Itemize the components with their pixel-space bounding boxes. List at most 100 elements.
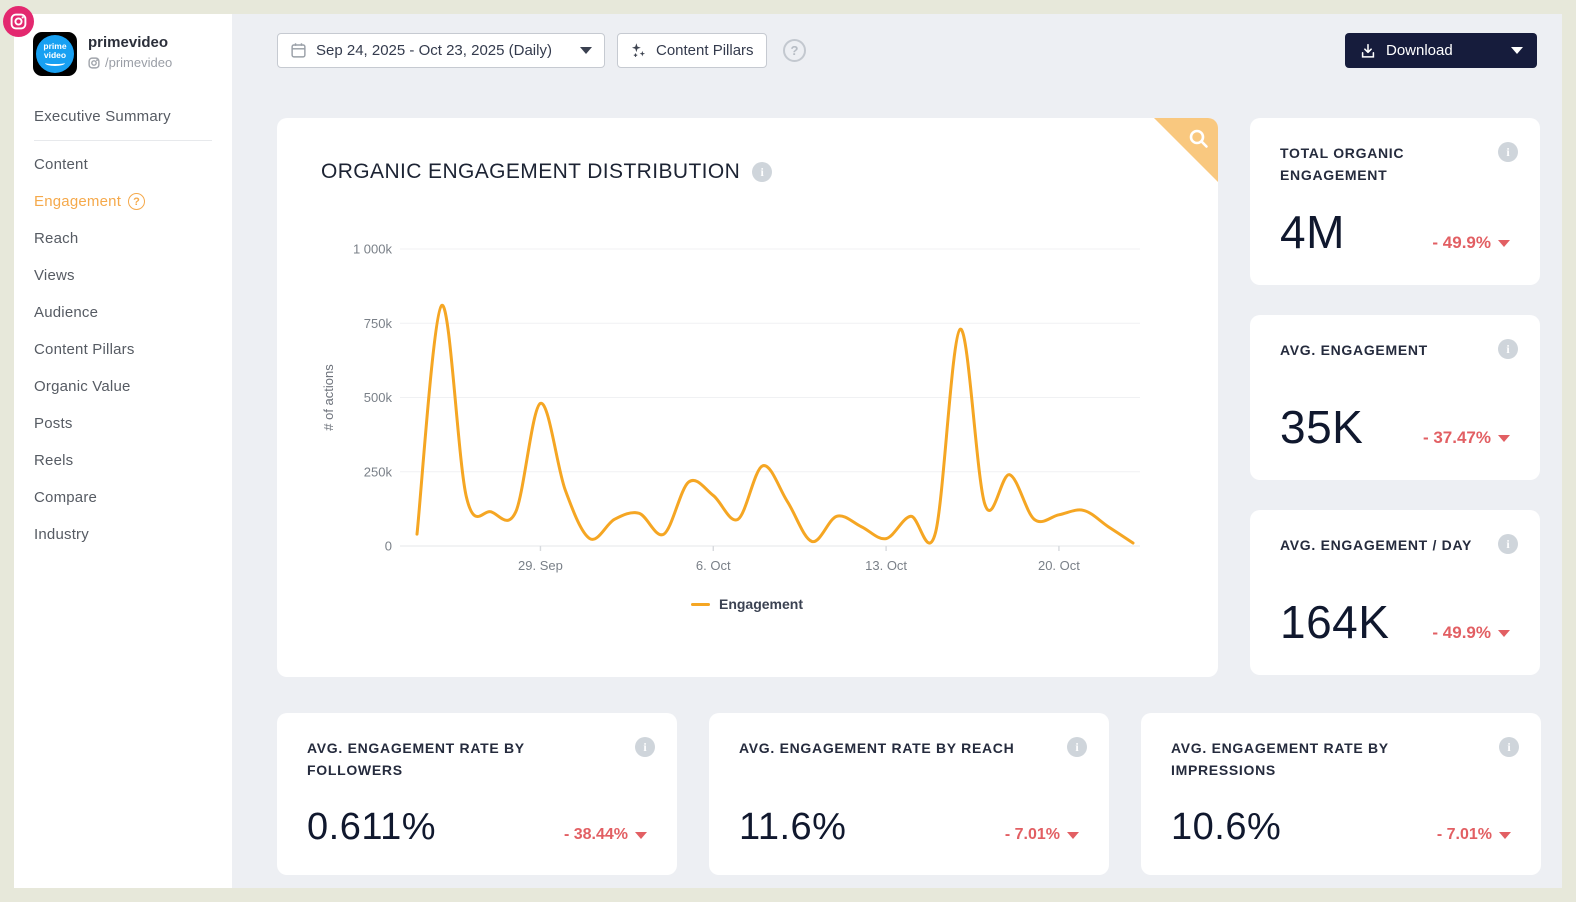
trend-down-icon xyxy=(1499,831,1511,839)
kpi-value: 11.6% xyxy=(739,806,847,848)
kpi-card-engagement-rate-by-followers: AVG. ENGAGEMENT RATE BY FOLLOWERS 0.611%… xyxy=(277,713,677,875)
nav-divider xyxy=(34,140,212,141)
kpi-change: - 37.47% xyxy=(1423,428,1510,448)
kpi-value: 4M xyxy=(1280,206,1345,258)
date-range-label: Sep 24, 2025 - Oct 23, 2025 (Daily) xyxy=(316,42,552,59)
download-label: Download xyxy=(1386,42,1453,59)
kpi-change: - 49.9% xyxy=(1432,623,1510,643)
profile-block[interactable]: prime video primevideo xyxy=(3,6,232,80)
profile-handle: /primevideo xyxy=(105,55,173,70)
sidebar-item-compare[interactable]: Compare xyxy=(14,479,232,516)
kpi-card-engagement-rate-by-reach: AVG. ENGAGEMENT RATE BY REACH 11.6% - 7.… xyxy=(709,713,1109,875)
info-icon[interactable] xyxy=(1499,737,1519,757)
chevron-down-icon xyxy=(580,47,592,54)
sidebar-item-label: Reels xyxy=(34,452,74,469)
sidebar-item-executive-summary[interactable]: Executive Summary xyxy=(14,98,232,135)
expand-chart-ribbon[interactable] xyxy=(1154,118,1218,182)
help-icon[interactable] xyxy=(128,193,146,210)
chevron-down-icon xyxy=(1511,47,1523,54)
svg-text:6. Oct: 6. Oct xyxy=(696,558,731,573)
sidebar-item-engagement[interactable]: Engagement xyxy=(14,183,232,220)
magnifier-icon xyxy=(1189,129,1208,148)
info-icon[interactable] xyxy=(1067,737,1087,757)
kpi-card-avg-engagement-per-day: AVG. ENGAGEMENT / DAY 164K - 49.9% xyxy=(1250,510,1540,675)
svg-text:0: 0 xyxy=(385,539,392,554)
legend-label: Engagement xyxy=(718,596,803,612)
info-icon[interactable] xyxy=(635,737,655,757)
profile-name: primevideo xyxy=(88,34,169,51)
info-icon[interactable] xyxy=(752,162,773,182)
sidebar-item-label: Views xyxy=(34,267,75,284)
avatar-text-line1: prime xyxy=(43,41,67,51)
legend-line-swatch xyxy=(690,602,710,606)
sidebar-item-content-pillars[interactable]: Content Pillars xyxy=(14,331,232,368)
help-icon[interactable] xyxy=(783,39,806,62)
kpi-card-avg-engagement: AVG. ENGAGEMENT 35K - 37.47% xyxy=(1250,315,1540,480)
sidebar-item-label: Reach xyxy=(34,230,79,247)
kpi-card-engagement-rate-by-impressions: AVG. ENGAGEMENT RATE BY IMPRESSIONS 10.6… xyxy=(1141,713,1541,875)
sidebar-item-label: Audience xyxy=(34,304,99,321)
sidebar-item-posts[interactable]: Posts xyxy=(14,405,232,442)
trend-down-icon xyxy=(1498,239,1510,247)
kpi-change: - 49.9% xyxy=(1432,233,1510,253)
sidebar-item-industry[interactable]: Industry xyxy=(14,516,232,553)
content-pillars-label: Content Pillars xyxy=(656,42,754,59)
kpi-change: - 7.01% xyxy=(1005,826,1079,844)
trend-down-icon xyxy=(1498,629,1510,637)
chart-legend[interactable]: Engagement xyxy=(297,596,1197,612)
avatar: prime video xyxy=(33,32,77,76)
kpi-title: AVG. ENGAGEMENT RATE BY REACH xyxy=(739,740,1015,756)
kpi-value: 35K xyxy=(1280,401,1364,453)
sidebar-item-views[interactable]: Views xyxy=(14,257,232,294)
instagram-icon xyxy=(88,56,100,69)
organic-engagement-distribution-card: ORGANIC ENGAGEMENT DISTRIBUTION 0 250k 500… xyxy=(277,118,1218,677)
sidebar-item-label: Content Pillars xyxy=(34,341,135,358)
sidebar-item-label: Executive Summary xyxy=(34,108,171,125)
svg-text:750k: 750k xyxy=(364,316,393,331)
svg-text:29. Sep: 29. Sep xyxy=(518,558,563,573)
svg-text:500k: 500k xyxy=(364,390,393,405)
info-icon[interactable] xyxy=(1498,142,1518,162)
sidebar-item-label: Industry xyxy=(34,526,89,543)
sidebar-item-label: Organic Value xyxy=(34,378,131,395)
chart-title: ORGANIC ENGAGEMENT DISTRIBUTION xyxy=(321,160,741,183)
kpi-title: TOTAL ORGANIC ENGAGEMENT xyxy=(1280,145,1405,184)
svg-text:250k: 250k xyxy=(364,464,393,479)
kpi-title: AVG. ENGAGEMENT RATE BY FOLLOWERS xyxy=(307,740,525,779)
main-content: Sep 24, 2025 - Oct 23, 2025 (Daily) Cont… xyxy=(232,14,1562,888)
sidebar-item-label: Content xyxy=(34,156,88,173)
sidebar-item-content[interactable]: Content xyxy=(14,146,232,183)
info-icon[interactable] xyxy=(1498,339,1518,359)
kpi-value: 10.6% xyxy=(1171,806,1282,848)
sidebar-item-reach[interactable]: Reach xyxy=(14,220,232,257)
sidebar-item-label: Engagement xyxy=(34,193,122,210)
engagement-series-line xyxy=(415,303,1135,545)
sidebar-item-label: Compare xyxy=(34,489,98,506)
sidebar-item-label: Posts xyxy=(34,415,73,432)
date-range-picker[interactable]: Sep 24, 2025 - Oct 23, 2025 (Daily) xyxy=(277,33,605,68)
kpi-title: AVG. ENGAGEMENT xyxy=(1280,342,1428,358)
avatar-text-line2: video xyxy=(43,49,67,60)
kpi-change: - 7.01% xyxy=(1437,826,1511,844)
engagement-line-chart[interactable]: 0 250k 500k 750k 1 000k 29. Sep 6. Oct 13. Oct 2… xyxy=(297,228,1197,588)
sidebar-item-organic-value[interactable]: Organic Value xyxy=(14,368,232,405)
trend-down-icon xyxy=(635,831,647,839)
sidebar-item-audience[interactable]: Audience xyxy=(14,294,232,331)
kpi-change: - 38.44% xyxy=(564,826,647,844)
sidebar: prime video primevideo xyxy=(3,6,232,888)
kpi-value: 0.611% xyxy=(307,806,437,848)
kpi-title: AVG. ENGAGEMENT RATE BY IMPRESSIONS xyxy=(1171,740,1389,779)
svg-text:1 000k: 1 000k xyxy=(353,242,393,257)
prime-smile-icon xyxy=(45,60,65,66)
trend-down-icon xyxy=(1498,434,1510,442)
instagram-badge-icon xyxy=(3,6,34,37)
content-pillars-button[interactable]: Content Pillars xyxy=(617,33,767,68)
app-window: prime video primevideo xyxy=(3,6,1562,888)
sidebar-nav: Executive Summary Content Engagement Reach V… xyxy=(14,98,232,553)
calendar-icon xyxy=(291,43,306,58)
download-button[interactable]: Download xyxy=(1345,33,1537,68)
info-icon[interactable] xyxy=(1498,534,1518,554)
kpi-card-total-organic-engagement: TOTAL ORGANIC ENGAGEMENT 4M - 49.9% xyxy=(1250,118,1540,285)
sidebar-item-reels[interactable]: Reels xyxy=(14,442,232,479)
kpi-title: AVG. ENGAGEMENT / DAY xyxy=(1280,537,1473,553)
